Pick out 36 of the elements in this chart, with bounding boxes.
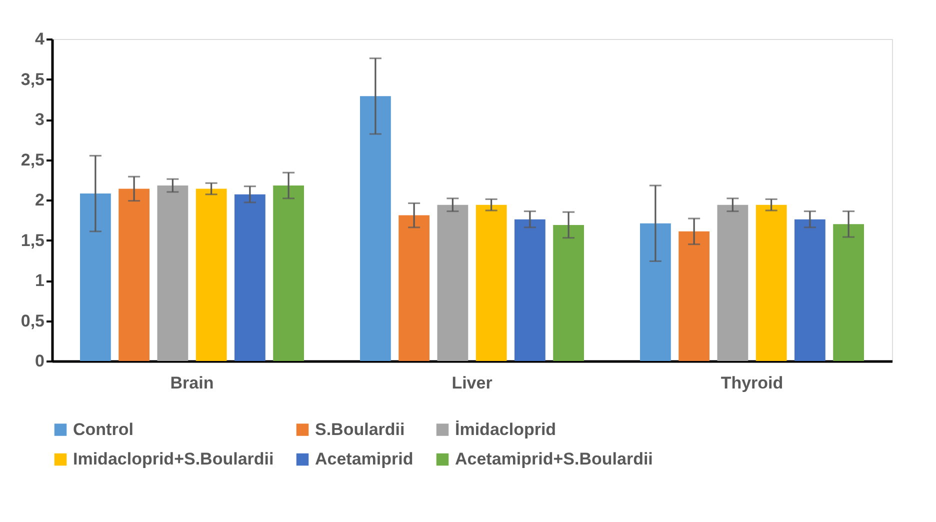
bar	[118, 188, 150, 361]
bar	[640, 223, 671, 361]
bar	[476, 204, 507, 361]
bar	[437, 204, 468, 361]
x-tick-label: Brain	[170, 374, 214, 392]
bar	[273, 186, 304, 361]
bar	[678, 231, 710, 361]
bar	[794, 219, 826, 361]
x-tick-label: Thyroid	[720, 374, 784, 392]
y-tick-label: 2	[35, 190, 44, 210]
legend-label: S.Boulardii	[315, 420, 405, 439]
bar	[157, 186, 188, 361]
y-tick-label: 1,5	[20, 230, 44, 250]
bar	[553, 224, 584, 361]
y-tick-label: 0	[35, 352, 44, 370]
bar	[833, 224, 864, 361]
legend-label: İmidacloprid	[455, 420, 556, 439]
bar	[514, 219, 546, 361]
y-tick-label: 3,5	[20, 70, 44, 89]
y-tick-label: 4	[35, 30, 46, 48]
legend-label: Control	[73, 420, 134, 439]
bar	[80, 194, 111, 361]
bar	[398, 215, 430, 361]
legend-label: Imidacloprid+S.Boulardii	[73, 450, 274, 468]
legend-label: Acetamiprid	[315, 450, 414, 468]
y-tick-label: 0,5	[20, 311, 44, 330]
y-tick-label: 3	[35, 110, 44, 129]
x-tick-label: Liver	[452, 374, 493, 392]
bar	[360, 96, 391, 361]
legend-label: Acetamiprid+S.Boulardii	[455, 450, 653, 468]
bar	[196, 188, 227, 361]
y-tick-label: 1	[35, 271, 44, 290]
bar	[756, 204, 787, 361]
bar	[717, 204, 748, 361]
bar	[234, 194, 266, 361]
y-tick-label: 2,5	[20, 150, 44, 170]
